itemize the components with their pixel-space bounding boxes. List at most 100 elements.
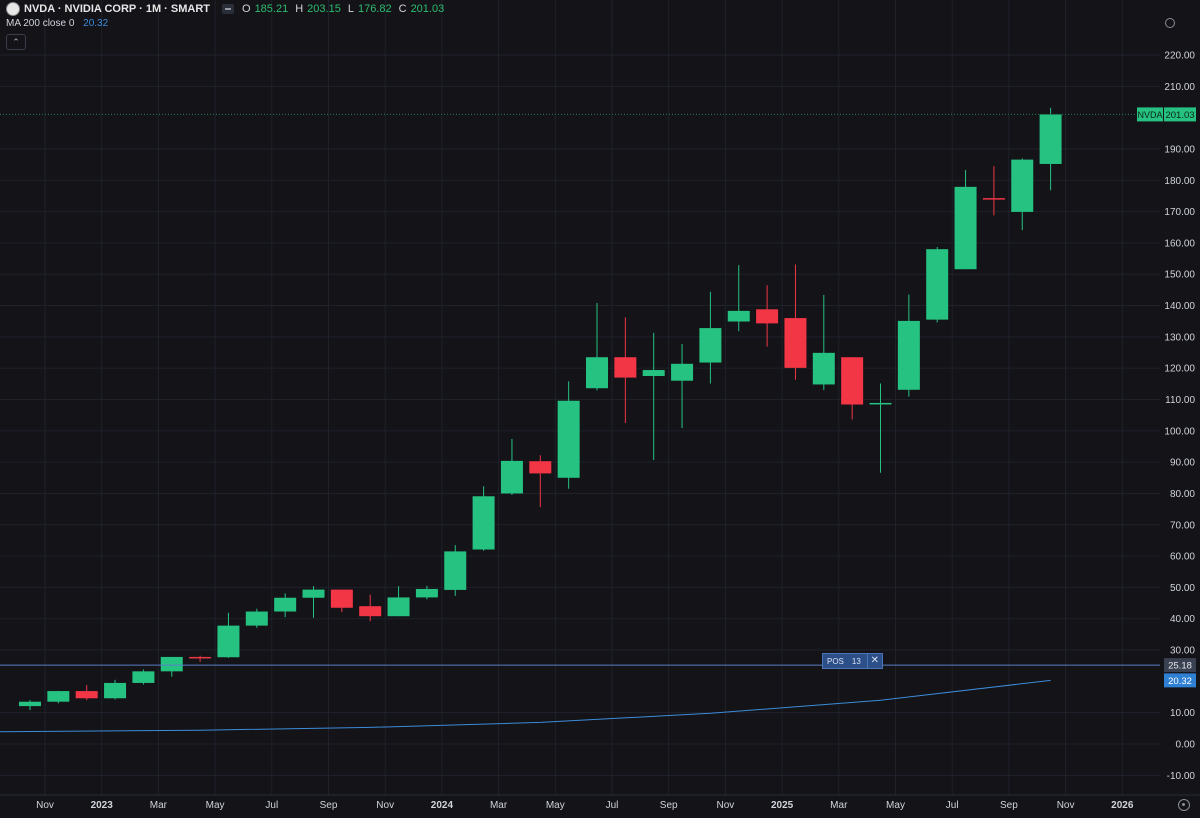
time-tick-label: Jul (946, 800, 959, 811)
price-tick-label: 50.00 (1170, 583, 1195, 594)
ma-legend[interactable]: MA 200 close 0 20.32 (6, 18, 108, 29)
ma-200-line (0, 679, 1051, 733)
candle-2024-10 (699, 291, 722, 384)
candle-body (869, 402, 892, 405)
candle-body (897, 320, 920, 390)
low-value: 176.82 (357, 3, 392, 15)
candle-2022-12 (75, 685, 98, 701)
candle-2023-01 (104, 679, 127, 700)
price-tick-label: -10.00 (1167, 771, 1196, 782)
price-tick-label: 150.00 (1164, 270, 1195, 281)
last-price-tag-bg (1164, 107, 1196, 122)
candle-2023-02 (132, 669, 155, 685)
high-value: 203.15 (307, 3, 341, 15)
candle-body (330, 589, 353, 608)
chart-grid (0, 0, 1160, 795)
price-tick-label: 100.00 (1164, 426, 1195, 437)
gear-icon[interactable] (1178, 799, 1190, 811)
position-badge[interactable]: POS 13 ✕ (822, 653, 883, 669)
candle-body (586, 357, 608, 389)
candle-body (557, 400, 580, 478)
time-tick-label: Nov (376, 800, 394, 811)
price-tick-label: 170.00 (1164, 207, 1195, 218)
time-tick-label: 2025 (771, 800, 794, 811)
candle-2023-03 (160, 656, 183, 677)
candle-2023-09 (330, 589, 353, 613)
price-tick-label: 180.00 (1164, 176, 1195, 187)
candle-body (104, 682, 127, 699)
hide-icon[interactable] (222, 4, 234, 14)
price-tick-label: 0.00 (1176, 740, 1196, 751)
time-tick-label: Jul (606, 800, 619, 811)
horizontal-lines-group: NVDA 201.03 25.18 20.32 (0, 107, 1196, 688)
candle-body (671, 363, 694, 381)
collapse-legend-button[interactable]: ⌃ (6, 34, 26, 50)
candle-2024-06 (586, 303, 608, 391)
candle-2025-03 (841, 357, 864, 420)
time-tick-label: 2026 (1111, 800, 1134, 811)
ma-price-tag: 20.32 (1168, 676, 1192, 687)
position-qty: 13 (851, 656, 861, 666)
price-tick-label: 80.00 (1170, 489, 1195, 500)
candle-body (472, 496, 495, 550)
open-label: O (242, 3, 251, 15)
candle-body (500, 460, 523, 494)
time-tick-label: May (546, 800, 565, 811)
candle-2024-09 (671, 344, 694, 428)
symbol-legend[interactable]: NVDA · NVIDIA CORP · 1M · SMART O 185.21 … (6, 2, 447, 16)
time-tick-label: Mar (150, 800, 168, 811)
candle-body (75, 691, 98, 699)
position-price-tag: 25.18 (1168, 661, 1192, 672)
close-value: 201.03 (410, 3, 445, 15)
open-value: 185.21 (254, 3, 289, 15)
candle-2025-01 (784, 264, 807, 380)
candle-2024-04 (529, 455, 552, 508)
price-tick-label: 190.00 (1164, 144, 1195, 155)
candle-2023-07 (274, 593, 297, 618)
candle-body (756, 309, 779, 324)
ma-price-tag-bg (1164, 673, 1196, 688)
candle-body (217, 625, 240, 658)
candle-body (302, 589, 325, 598)
time-tick-label: Nov (36, 800, 54, 811)
chevron-up-icon: ⌃ (12, 37, 20, 47)
candle-body (245, 611, 268, 626)
candle-body (1039, 114, 1062, 164)
candle-body (132, 671, 155, 683)
close-icon[interactable]: ✕ (866, 654, 882, 668)
candle-2023-08 (302, 586, 325, 618)
candle-2022-11 (47, 690, 70, 704)
candle-2024-02 (472, 486, 495, 551)
candle-body (415, 588, 438, 598)
candle-body (160, 656, 183, 672)
ma-200-line-group (0, 679, 1051, 733)
symbol-title[interactable]: NVDA · NVIDIA CORP · 1M · SMART (24, 3, 210, 15)
candle-2024-08 (642, 332, 665, 460)
position-price-tag-bg (1164, 658, 1196, 673)
candle-body (727, 310, 750, 322)
candle-body (1011, 159, 1034, 212)
time-tick-label: 2024 (431, 800, 454, 811)
candle-2024-12 (756, 285, 779, 347)
candle-2025-04 (869, 383, 892, 473)
price-tick-label: 90.00 (1170, 458, 1195, 469)
time-tick-label: Sep (320, 800, 338, 811)
low-label: L (347, 3, 354, 15)
axes-group: 220.00 210.00 190.00 180.00 170.00 160.00 150.… (0, 51, 1200, 811)
time-tick-label: Nov (717, 800, 735, 811)
ma-value: 20.32 (83, 18, 109, 29)
candle-body (812, 352, 835, 385)
candle-2022-10 (19, 700, 41, 711)
candle-body (841, 357, 864, 405)
candles-group (19, 107, 1062, 711)
price-tick-label: 160.00 (1164, 238, 1195, 249)
time-tick-label: 2023 (91, 800, 114, 811)
candle-body (642, 370, 665, 377)
axis-settings-icon[interactable] (1165, 18, 1175, 28)
candle-body (387, 597, 410, 617)
symbol-tag: NVDA (1137, 110, 1162, 120)
price-tick-label: 60.00 (1170, 552, 1195, 563)
candle-2023-05 (217, 612, 240, 658)
time-tick-label: Mar (490, 800, 508, 811)
